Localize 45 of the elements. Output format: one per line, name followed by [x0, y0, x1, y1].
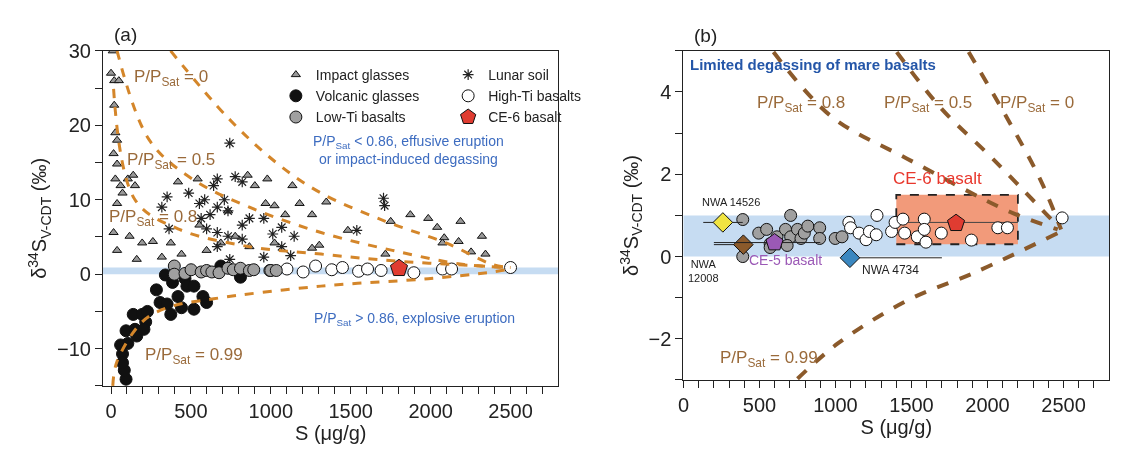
annotation: P/P$_{Sat}$ < 0.86, effusive eruption or impact-induced degassing — [313, 133, 504, 168]
x-tick-label: 500 — [174, 400, 208, 422]
x-axis-title: S (μg/g) — [294, 422, 367, 444]
annotation: NWA 14526 — [702, 196, 761, 208]
annotation: P/P$_{Sat}$ = 0.99 — [720, 348, 818, 370]
y-tick-label: 4 — [660, 80, 672, 103]
y-tick-label: −10 — [56, 337, 91, 360]
annotation: P/P$_{Sat}$ = 0.8 — [757, 93, 846, 115]
x-tick-label: 2000 — [965, 394, 1010, 417]
x-tick-label: 500 — [742, 394, 777, 417]
legend-label: Lunar soil — [488, 67, 549, 84]
y-tick-label: 0 — [660, 245, 672, 268]
legend-label: Low-Ti basalts — [315, 109, 406, 126]
annotation: P/P$_{Sat}$ = 0 — [1000, 93, 1075, 115]
x-tick-label: 0 — [677, 394, 690, 417]
x-tick-label: 2500 — [1041, 394, 1086, 417]
y-tick-label: 0 — [79, 263, 91, 286]
annotation: NWA 12008 — [688, 258, 719, 285]
x-axis-title: S (μg/g) — [860, 416, 933, 439]
annotation: Limited degassing of mare basalts — [690, 56, 936, 73]
annotation: P/P$_{Sat}$ > 0.86, explosive eruption — [314, 310, 516, 328]
x-tick-label: 1500 — [328, 400, 373, 422]
annotation: P/P$_{Sat}$ = 0.99 — [145, 345, 243, 367]
annotation: P/P$_{Sat}$ = 0.5 — [127, 150, 216, 172]
annotation: NWA 4734 — [862, 263, 920, 277]
legend-label: Volcanic glasses — [315, 88, 420, 105]
y-tick-label: 10 — [68, 188, 91, 211]
annotation: P/P$_{Sat}$ = 0.5 — [884, 93, 973, 115]
x-tick-label: 1000 — [813, 394, 858, 417]
y-tick-label: 20 — [68, 114, 91, 137]
chart-title: (b) — [694, 25, 718, 46]
y-tick-label: 30 — [68, 39, 91, 62]
y-tick-label: 2 — [660, 163, 672, 186]
annotation: CE-5 basalt — [749, 252, 823, 268]
x-tick-label: 1500 — [889, 394, 934, 417]
x-tick-label: 2000 — [408, 400, 453, 422]
annotation: P/P$_{Sat}$ = 0.8 — [109, 207, 198, 229]
x-tick-label: 0 — [105, 400, 117, 422]
chart-title: (a) — [114, 24, 138, 45]
annotation: P/P$_{Sat}$ = 0 — [134, 67, 209, 89]
x-tick-label: 2500 — [488, 400, 533, 422]
legend-label: Impact glasses — [315, 67, 410, 84]
x-tick-label: 1000 — [248, 400, 294, 422]
y-tick-label: −2 — [648, 327, 672, 350]
annotation: CE-6 basalt — [893, 169, 983, 188]
